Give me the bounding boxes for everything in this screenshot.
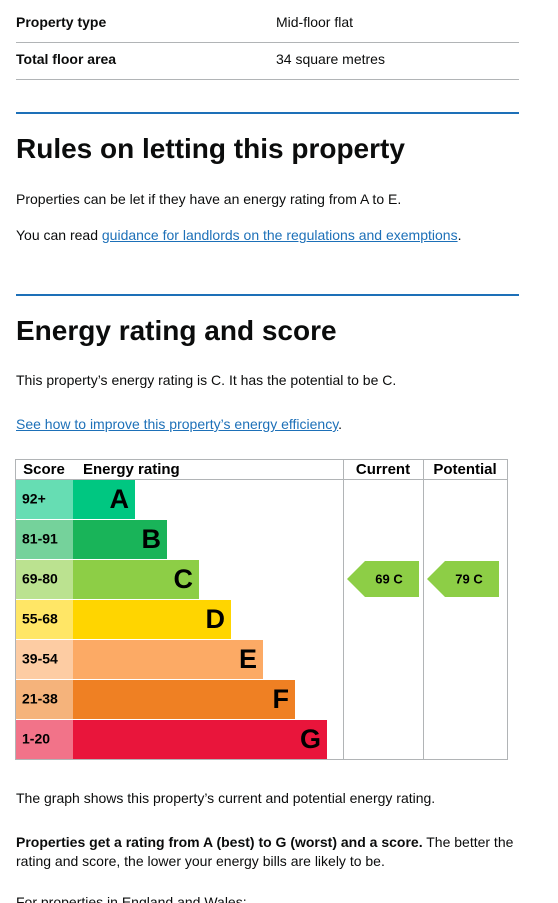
link[interactable]: See how to improve this property’s energ…	[16, 416, 339, 432]
divider	[16, 112, 519, 114]
divider	[16, 294, 519, 296]
score-label: 81-91	[22, 531, 58, 547]
paragraph: See how to improve this property’s energ…	[16, 415, 519, 434]
paragraph: For properties in England and Wales:	[16, 894, 247, 903]
rating-bar	[73, 600, 231, 639]
column-header: Potential	[433, 461, 496, 478]
paragraph: You can read guidance for landlords on t…	[16, 226, 519, 245]
rating-arrow-label: 79 C	[455, 571, 483, 586]
column-header: Current	[356, 461, 410, 478]
score-label: 39-54	[22, 651, 58, 667]
score-cell	[16, 680, 73, 719]
paragraph: Properties can be let if they have an en…	[16, 191, 402, 207]
rating-bar	[73, 720, 327, 759]
text: .	[457, 227, 462, 243]
column-header: Energy rating	[83, 461, 180, 478]
rating-letter: A	[110, 484, 130, 514]
value: Mid-floor flat	[276, 14, 354, 30]
rating-arrow	[427, 561, 499, 597]
score-label: 69-80	[22, 571, 58, 587]
column-header: Score	[23, 461, 65, 478]
rating-letter: C	[174, 564, 194, 594]
rating-arrow-label: 69 C	[375, 571, 403, 586]
rating-bar	[73, 560, 199, 599]
score-label: 55-68	[22, 611, 58, 627]
paragraph: Properties get a rating from A (best) to…	[16, 833, 519, 871]
bold-text: Properties get a rating from A (best) to…	[16, 834, 423, 850]
rating-bar	[73, 480, 135, 519]
summary-row: Total floor area 34 square metres	[16, 42, 519, 80]
paragraph: The graph shows this property’s current …	[16, 790, 436, 806]
score-cell	[16, 720, 73, 759]
heading: Rules on letting this property	[16, 133, 405, 164]
rating-letter: E	[239, 644, 257, 674]
rating-bar	[73, 640, 263, 679]
text: .	[338, 416, 343, 432]
score-cell	[16, 640, 73, 679]
score-label: 92+	[22, 491, 46, 507]
score-label: 21-38	[22, 691, 58, 707]
rating-letter: F	[273, 684, 290, 714]
score-label: 1-20	[22, 731, 50, 747]
text: The better the rating and score, the low…	[16, 834, 514, 869]
label: Total floor area	[16, 51, 117, 67]
label: Property type	[16, 14, 107, 30]
epc-chart: Score Energy rating Current Potential 92+ A 81…	[15, 459, 508, 760]
value: 34 square metres	[276, 51, 385, 67]
score-cell	[16, 560, 73, 599]
rating-letter: D	[206, 604, 226, 634]
score-cell	[16, 600, 73, 639]
summary-row: Property type Mid-floor flat	[16, 5, 519, 43]
score-cell	[16, 520, 73, 559]
paragraph: This property’s energy rating is C. It h…	[16, 372, 397, 388]
rating-letter: G	[300, 724, 321, 754]
rating-bar	[73, 520, 167, 559]
rating-arrow	[347, 561, 419, 597]
heading: Energy rating and score	[16, 315, 337, 346]
chart-frame	[15, 459, 508, 760]
score-cell	[16, 480, 73, 519]
rating-letter: B	[142, 524, 162, 554]
link[interactable]: guidance for landlords on the regulation…	[101, 227, 458, 243]
text: You can read	[16, 227, 102, 243]
rating-bar	[73, 680, 295, 719]
